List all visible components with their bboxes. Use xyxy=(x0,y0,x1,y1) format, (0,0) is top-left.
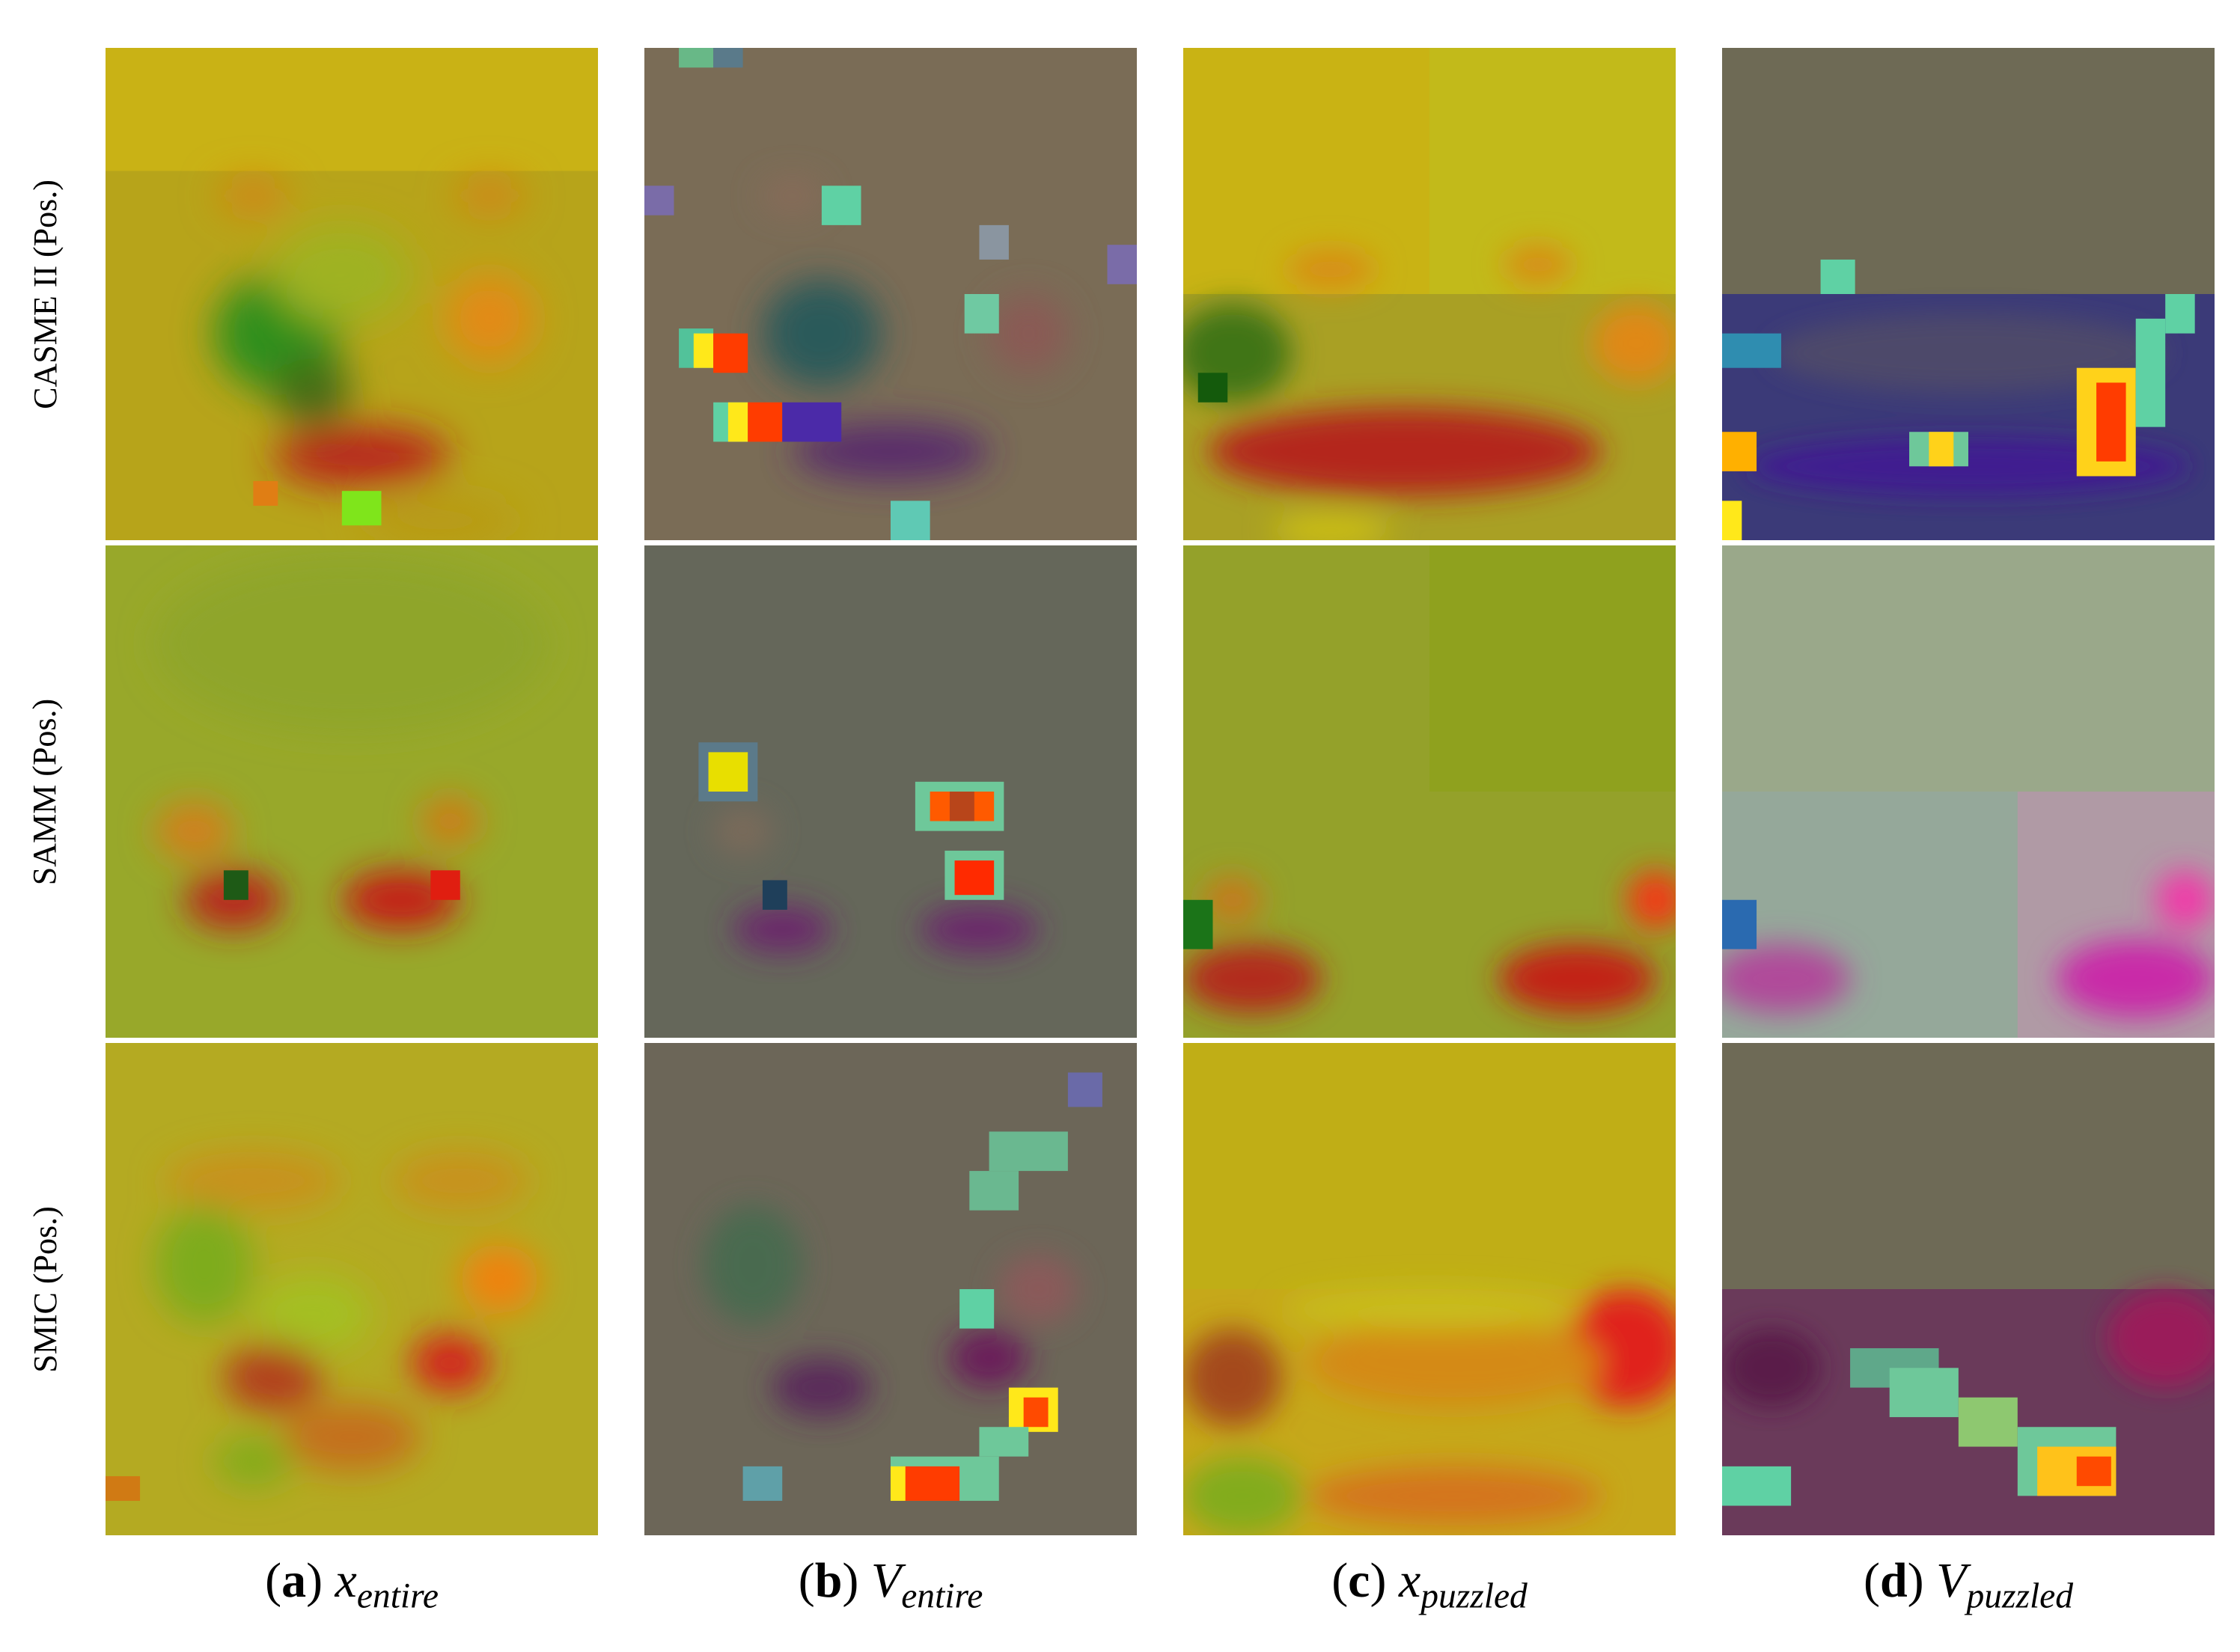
row-label-smic: SMIC (Pos.) xyxy=(26,1205,64,1373)
panel-smic-v-entire xyxy=(644,1043,1137,1535)
panel-samm-v-puzzled xyxy=(1722,545,2215,1038)
row-label-casme: CASME II (Pos.) xyxy=(26,179,64,409)
caption-a: (a) xentire xyxy=(265,1553,439,1616)
panel-casme-x-entire xyxy=(106,48,598,540)
caption-b: (b) Ventire xyxy=(798,1553,983,1616)
caption-c: (c) xpuzzled xyxy=(1331,1553,1528,1616)
panel-samm-x-entire xyxy=(106,545,598,1038)
row-label-samm: SAMM (Pos.) xyxy=(26,698,64,885)
panel-smic-v-puzzled xyxy=(1722,1043,2215,1535)
panel-smic-x-puzzled xyxy=(1183,1043,1676,1535)
panel-casme-v-puzzled xyxy=(1722,48,2215,540)
panel-casme-x-puzzled xyxy=(1183,48,1676,540)
panel-casme-v-entire xyxy=(644,48,1137,540)
panel-samm-v-entire xyxy=(644,545,1137,1038)
panel-smic-x-entire xyxy=(106,1043,598,1535)
panel-samm-x-puzzled xyxy=(1183,545,1676,1038)
caption-d: (d) Vpuzzled xyxy=(1863,1553,2074,1616)
